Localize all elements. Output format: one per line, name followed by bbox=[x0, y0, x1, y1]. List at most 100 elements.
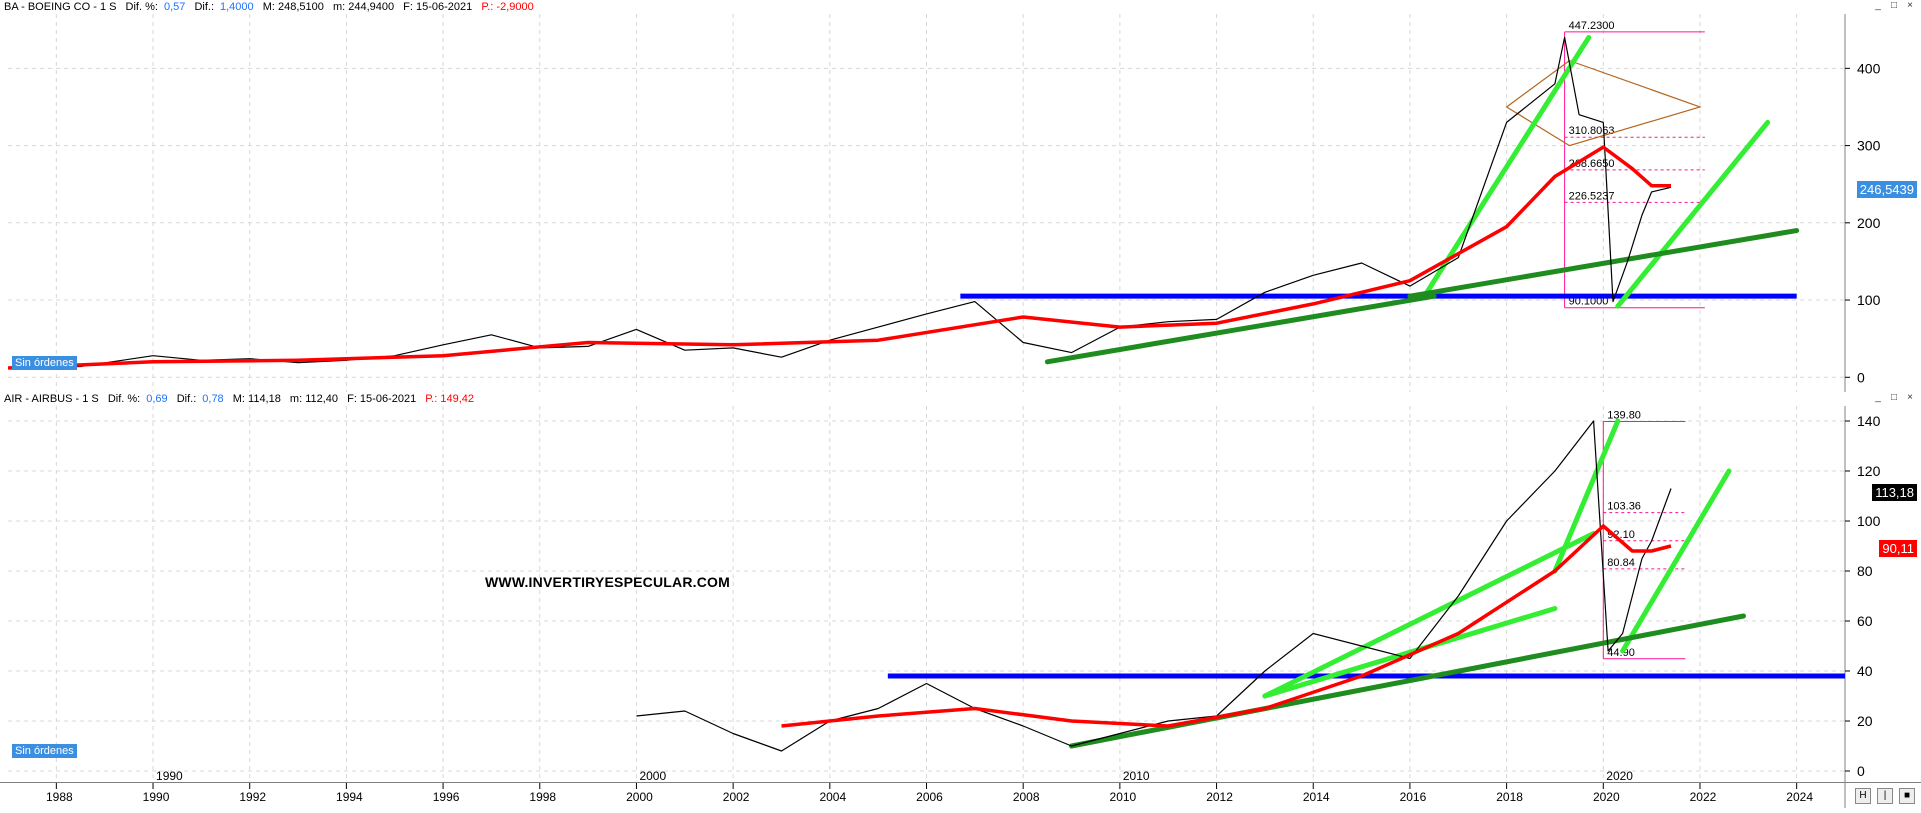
airbus-dif-pct-label: Dif. %: bbox=[107, 393, 141, 405]
x-tick-label: 1994 bbox=[336, 790, 363, 804]
x-tick-label: 2006 bbox=[916, 790, 943, 804]
airbus-trend-line-light bbox=[1262, 606, 1558, 699]
airbus-x-tick-label: 1990 bbox=[156, 769, 183, 782]
boeing-fib-label: 90.1000 bbox=[1569, 296, 1609, 308]
maximize-icon[interactable]: □ bbox=[1890, 0, 1898, 11]
maximize-icon[interactable]: □ bbox=[1890, 392, 1898, 403]
airbus-fib-label: 103.36 bbox=[1607, 501, 1641, 513]
boeing-dif-pct-value: 0,57 bbox=[163, 1, 186, 13]
airbus-chart-canvas[interactable]: 0 20 40 60 80 100 120 140 139.80 103.36 92.10 80.84… bbox=[0, 392, 1921, 782]
boeing-window-controls: _ □ × bbox=[1873, 1, 1915, 11]
x-tick-label: 2020 bbox=[1593, 790, 1620, 804]
airbus-orders-badge[interactable]: Sin órdenes bbox=[12, 744, 77, 758]
x-tick-label: 2012 bbox=[1206, 790, 1233, 804]
airbus-trend-line-light bbox=[1262, 531, 1597, 699]
boeing-max: M: 248,5100 bbox=[262, 1, 324, 13]
airbus-y-tick-label: 60 bbox=[1857, 613, 1873, 629]
x-tick-label: 1992 bbox=[239, 790, 266, 804]
boeing-orders-badge[interactable]: Sin órdenes bbox=[12, 356, 77, 370]
close-icon[interactable]: × bbox=[1907, 392, 1913, 403]
boeing-chart-pane[interactable]: 0 100 200 300 400 447.2300 310.8063 268.6650 226… bbox=[0, 0, 1921, 394]
x-tick-label: 2016 bbox=[1400, 790, 1427, 804]
boeing-y-tick-label: 0 bbox=[1857, 369, 1865, 385]
airbus-info-bar: AIR - AIRBUS - 1 S Dif. %: 0,69 Dif.: 0,78… bbox=[4, 393, 480, 407]
boeing-symbol: BA - BOEING CO - 1 S bbox=[4, 1, 117, 13]
airbus-y-tick-label: 20 bbox=[1857, 713, 1873, 729]
airbus-y-tick-label: 120 bbox=[1857, 463, 1881, 479]
airbus-fib-label: 80.84 bbox=[1607, 557, 1635, 569]
x-tick-label: 2010 bbox=[1110, 790, 1137, 804]
x-tick-label: 2008 bbox=[1013, 790, 1040, 804]
x-tick-label: 1996 bbox=[433, 790, 460, 804]
boeing-y-tick-label: 400 bbox=[1857, 60, 1881, 76]
airbus-dif-pct-value: 0,69 bbox=[146, 393, 168, 405]
x-tick-label: 2018 bbox=[1496, 790, 1523, 804]
boeing-fib-label: 310.8063 bbox=[1569, 125, 1615, 137]
airbus-y-tick-label: 140 bbox=[1857, 413, 1881, 429]
airbus-p-value: P.: 149,42 bbox=[425, 393, 474, 405]
boeing-moving-average-line bbox=[7, 145, 1671, 370]
boeing-fib-label: 447.2300 bbox=[1569, 20, 1615, 32]
airbus-fib-label: 139.80 bbox=[1607, 410, 1641, 422]
airbus-x-tick-label: 2000 bbox=[639, 769, 666, 782]
x-axis-canvas: 1988 1990 1992 1994 1996 1998 2000 2002 2004 2006… bbox=[46, 783, 1846, 808]
airbus-y-tick-label: 100 bbox=[1857, 513, 1881, 529]
boeing-y-tick-label: 100 bbox=[1857, 292, 1881, 308]
x-tick-label: 2002 bbox=[723, 790, 750, 804]
boeing-y-tick-label: 200 bbox=[1857, 215, 1881, 231]
airbus-max: M: 114,18 bbox=[232, 393, 281, 405]
boeing-min: m: 244,9400 bbox=[332, 1, 395, 13]
scroll-separator-icon[interactable]: | bbox=[1877, 788, 1893, 804]
minimize-icon[interactable]: _ bbox=[1875, 0, 1881, 11]
boeing-diamond-pattern bbox=[1505, 59, 1702, 147]
boeing-chart-canvas[interactable]: 0100200300400447.2300310.8063268.6650226… bbox=[0, 0, 1921, 392]
airbus-dif-value: 0,78 bbox=[202, 393, 224, 405]
airbus-trend-line-light bbox=[1620, 468, 1732, 654]
boeing-price-line bbox=[7, 36, 1672, 369]
boeing-dif-pct-label: Dif. %: bbox=[125, 1, 158, 13]
airbus-min: m: 112,40 bbox=[289, 393, 339, 405]
airbus-window-controls: _ □ × bbox=[1873, 393, 1915, 403]
scroll-end-icon[interactable]: ■ bbox=[1899, 788, 1915, 804]
x-tick-label: 2014 bbox=[1303, 790, 1330, 804]
airbus-date: F: 15-06-2021 bbox=[347, 393, 417, 405]
airbus-dif-label: Dif.: bbox=[176, 393, 197, 405]
x-tick-label: 1998 bbox=[529, 790, 556, 804]
boeing-p-value: P.: -2,9000 bbox=[481, 1, 534, 13]
scroll-controls: H | ■ bbox=[1855, 788, 1915, 804]
boeing-trend-line-light bbox=[1615, 119, 1771, 309]
x-tick-label: 2024 bbox=[1786, 790, 1813, 804]
x-tick-label: 1988 bbox=[46, 790, 73, 804]
boeing-trend-line-dark bbox=[1044, 293, 1437, 365]
airbus-chart-pane[interactable]: 0 20 40 60 80 100 120 140 139.80 103.36 92.10 80.84… bbox=[0, 392, 1921, 782]
airbus-price-tag: 113,18 bbox=[1872, 484, 1917, 501]
boeing-dif-value: 1,4000 bbox=[220, 1, 254, 13]
airbus-y-tick-label: 0 bbox=[1857, 763, 1865, 779]
boeing-info-bar: BA - BOEING CO - 1 S Dif. %: 0,57 Dif.: 1,… bbox=[4, 1, 540, 15]
close-icon[interactable]: × bbox=[1907, 0, 1913, 11]
airbus-x-tick-label: 2010 bbox=[1123, 769, 1150, 782]
airbus-fib-label: 92.10 bbox=[1607, 529, 1635, 541]
airbus-y-tick-label: 40 bbox=[1857, 663, 1873, 679]
airbus-y-tick-label: 80 bbox=[1857, 563, 1873, 579]
x-tick-label: 1990 bbox=[143, 790, 170, 804]
boeing-y-tick-label: 300 bbox=[1857, 138, 1881, 154]
airbus-x-tick-label: 2020 bbox=[1606, 769, 1633, 782]
boeing-price-tag: 246,5439 bbox=[1856, 181, 1917, 198]
boeing-date: F: 15-06-2021 bbox=[403, 1, 473, 13]
boeing-trend-line-dark bbox=[1407, 228, 1800, 299]
boeing-dif-label: Dif.: bbox=[194, 1, 214, 13]
boeing-fib-label: 226.5237 bbox=[1569, 190, 1615, 202]
x-axis-bar: 1988 1990 1992 1994 1996 1998 2000 2002 2004 2006… bbox=[0, 782, 1921, 808]
x-tick-label: 2000 bbox=[626, 790, 653, 804]
watermark-text: WWW.INVERTIRYESPECULAR.COM bbox=[485, 574, 731, 590]
airbus-moving-average-line bbox=[781, 524, 1672, 728]
airbus-symbol: AIR - AIRBUS - 1 S bbox=[4, 393, 99, 405]
minimize-icon[interactable]: _ bbox=[1875, 392, 1881, 403]
x-tick-label: 2004 bbox=[819, 790, 846, 804]
x-tick-label: 2022 bbox=[1690, 790, 1717, 804]
boeing-trend-line-light bbox=[1421, 34, 1592, 299]
scroll-home-icon[interactable]: H bbox=[1855, 788, 1871, 804]
airbus-ma-tag: 90,11 bbox=[1879, 540, 1917, 557]
